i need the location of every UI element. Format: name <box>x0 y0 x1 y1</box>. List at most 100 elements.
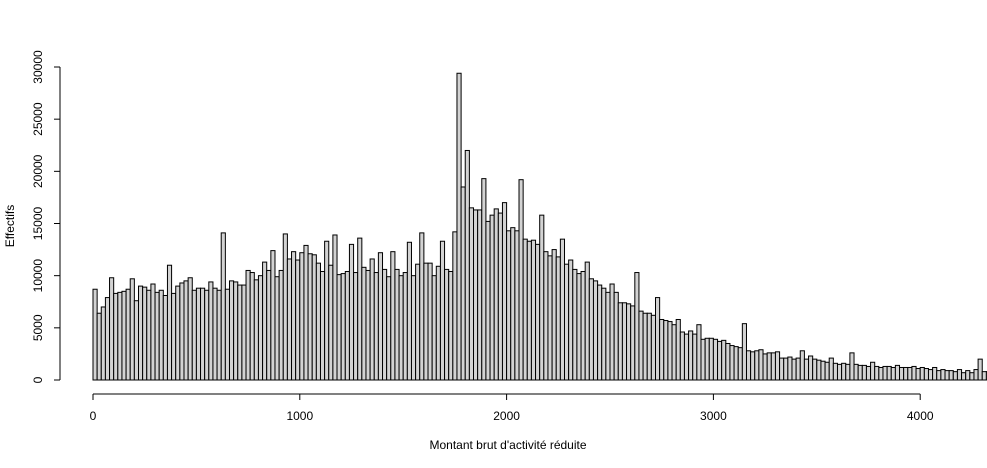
histogram-bar <box>655 297 661 381</box>
histogram-bar <box>220 232 226 381</box>
histogram-bar <box>919 366 925 381</box>
x-tick-label: 2000 <box>493 409 520 423</box>
x-axis: 0 1000 2000 3000 4000 <box>90 393 934 423</box>
histogram-bar <box>444 268 450 381</box>
histogram-bar <box>886 365 892 381</box>
histogram-bar <box>787 356 793 381</box>
histogram-bar <box>679 331 685 381</box>
histogram-bar <box>142 286 148 381</box>
histogram-bar <box>253 279 259 381</box>
histogram-bar <box>803 358 810 381</box>
histogram-bar <box>626 303 632 381</box>
histogram-bar <box>100 306 106 381</box>
histogram-bar <box>340 273 346 381</box>
histogram-bar <box>878 366 884 381</box>
histogram-bar <box>179 282 185 381</box>
histogram-bar <box>948 370 954 381</box>
histogram-bar <box>712 338 719 381</box>
histogram-bar <box>911 365 917 381</box>
histogram-bar <box>501 202 508 381</box>
histogram-bar <box>940 369 946 381</box>
histogram-bar <box>849 352 855 381</box>
histogram-bar <box>427 262 433 381</box>
histogram-bar <box>257 275 264 381</box>
histogram-bar <box>592 280 599 381</box>
histogram-bar <box>638 310 644 381</box>
histogram-bar <box>481 178 487 381</box>
histogram-bar <box>319 270 326 381</box>
histogram-bar <box>191 289 197 381</box>
histogram-bar <box>171 292 177 381</box>
histogram-bar <box>832 362 838 381</box>
histogram-bar <box>853 363 859 381</box>
histogram-bar <box>278 269 284 381</box>
histogram-bar <box>233 281 239 381</box>
histogram-bar <box>365 269 371 381</box>
histogram-bar <box>406 241 412 381</box>
histogram-bar <box>162 294 168 381</box>
histogram-bar <box>874 365 880 381</box>
histogram-bar <box>282 233 288 381</box>
histogram-bar <box>650 314 656 381</box>
histogram-bar <box>489 214 495 381</box>
y-tick-label: 15000 <box>31 206 45 240</box>
histogram-bar <box>336 274 342 381</box>
histogram-bar <box>977 358 983 381</box>
histogram-bar <box>861 364 867 381</box>
histogram-bar <box>816 359 822 381</box>
x-axis-label: Montant brut d'activité réduite <box>429 438 586 452</box>
histogram-bar <box>431 275 437 381</box>
histogram-bar <box>419 232 425 381</box>
histogram-bar <box>361 266 367 381</box>
histogram-bar <box>683 333 690 381</box>
histogram-bar <box>969 372 975 381</box>
histogram-bar <box>568 259 574 381</box>
histogram-bar <box>547 255 553 381</box>
histogram-bar <box>485 220 491 381</box>
y-tick-label: 25000 <box>31 102 45 136</box>
histogram-bar <box>249 272 255 381</box>
histogram-bar <box>704 337 710 381</box>
histogram-bar <box>944 370 950 381</box>
histogram-bar <box>965 370 971 381</box>
histogram-bar <box>741 323 747 381</box>
histogram-bar <box>113 292 119 381</box>
histogram-bar <box>237 284 243 381</box>
histogram-bar <box>824 361 830 381</box>
histogram-bars <box>92 72 987 381</box>
histogram-bar <box>903 366 909 381</box>
histogram-bar <box>175 285 181 381</box>
histogram-bar <box>572 268 578 381</box>
histogram-bar <box>402 272 408 381</box>
y-axis: 0 5000 10000 15000 20000 25000 30000 <box>31 50 61 383</box>
histogram-bar <box>791 358 797 381</box>
histogram-bar <box>812 358 818 381</box>
histogram-bar <box>659 318 665 381</box>
histogram-bar <box>92 288 98 381</box>
histogram-bar <box>138 285 144 381</box>
histogram-bar <box>539 214 545 381</box>
histogram-bar <box>907 366 913 381</box>
histogram-bar <box>324 240 330 381</box>
histogram-bar <box>518 179 524 381</box>
histogram-bar <box>514 230 520 381</box>
histogram-bar <box>981 371 987 381</box>
histogram-bar <box>125 288 131 381</box>
histogram-bar <box>692 333 698 381</box>
histogram-bar <box>526 240 532 381</box>
histogram-bar <box>865 365 872 381</box>
histogram-bar <box>973 369 979 381</box>
histogram-bar <box>857 364 863 381</box>
histogram-bar <box>952 371 958 381</box>
histogram-bar <box>245 269 251 381</box>
histogram-bar <box>551 249 557 381</box>
histogram-bar <box>332 234 338 381</box>
histogram-bar <box>266 269 272 381</box>
histogram-bar <box>758 349 764 381</box>
histogram-bar <box>394 268 400 381</box>
histogram-bar <box>328 264 334 381</box>
histogram-bar <box>166 264 173 381</box>
histogram-bar <box>617 302 623 381</box>
histogram-bar <box>510 227 516 381</box>
